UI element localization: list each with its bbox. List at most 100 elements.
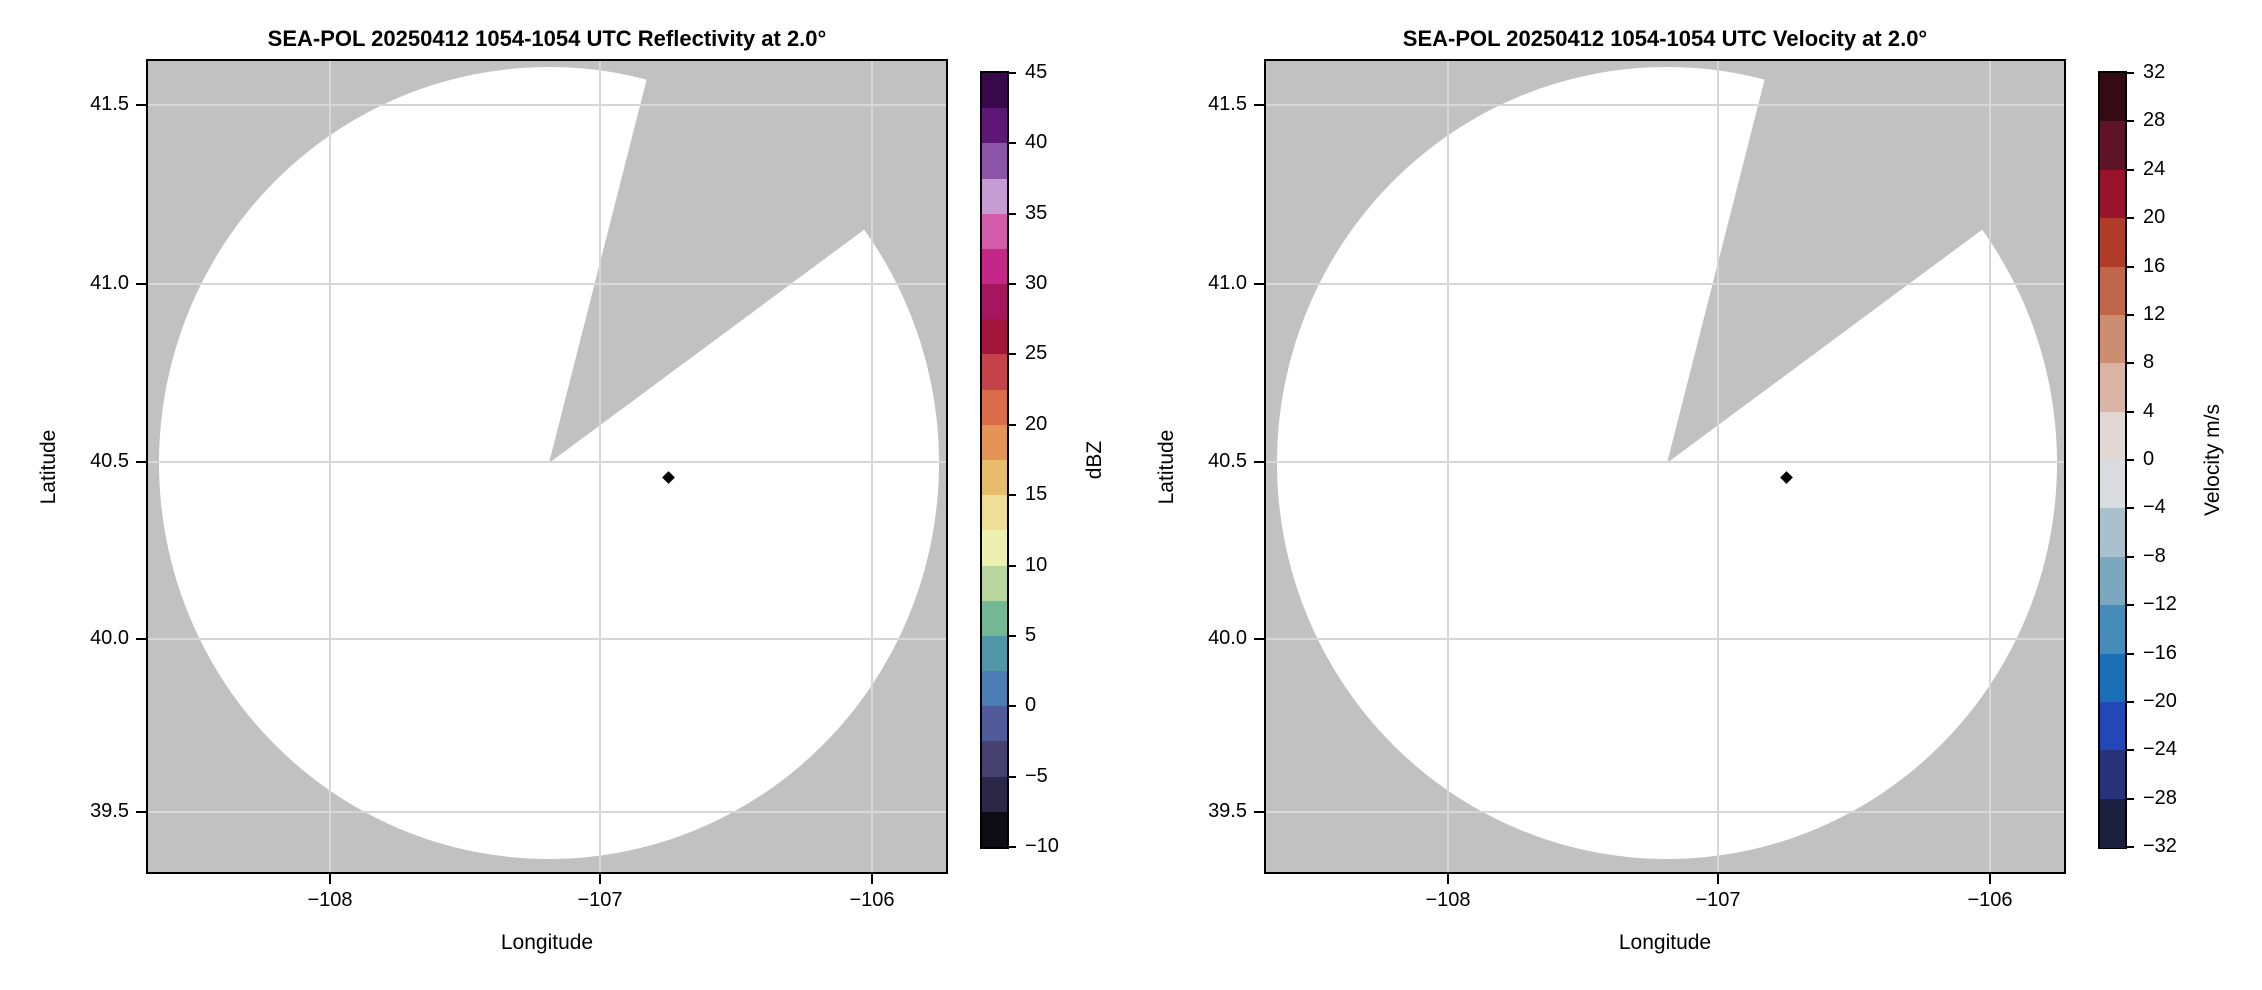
panel-reflectivity: SEA-POL 20250412 1054-1054 UTC Reflectiv… [37,26,1106,954]
colorbar-band [982,248,1007,285]
colorbar-tick [2125,72,2134,74]
colorbar-band [982,73,1007,109]
x-tick-label: −108 [307,889,353,911]
colorbar-band [982,530,1007,567]
colorbar-tick [1007,283,1016,286]
plot-title-velocity: SEA-POL 20250412 1054-1054 UTC Velocity … [1402,26,1928,51]
colorbar-tick [1007,494,1016,497]
colorbar-band [982,811,1007,848]
x-tick-label: −106 [1967,889,2013,911]
gridline-horizontal [147,638,947,640]
x-axis-tick [1717,874,1719,884]
plot-title-reflectivity: SEA-POL 20250412 1054-1054 UTC Reflectiv… [267,26,827,51]
colorbar-tick [1007,775,1016,778]
x-axis-tick [1447,874,1449,884]
colorbar-band [982,741,1007,778]
colorbar-tick-label: −28 [2143,786,2177,809]
colorbar-band [982,108,1007,144]
x-tick-label: −108 [1425,889,1471,911]
colorbar-tick [2125,362,2134,365]
gridline-horizontal [147,461,947,463]
x-tick-label: −107 [1695,889,1741,911]
colorbar-tick [2125,749,2134,752]
colorbar-band [982,600,1007,637]
colorbar-tick-label: 20 [1025,412,1048,435]
gridline-horizontal [1265,811,2065,813]
colorbar-tick [2125,846,2134,848]
colorbar-tick [1007,423,1016,426]
gridline-horizontal [1265,104,2065,106]
colorbar-tick [2125,265,2134,268]
colorbar-tick [2125,797,2134,800]
y-tick-label: 40.0 [1208,627,1247,649]
colorbar-band [2100,798,2125,848]
x-axis-tick [1989,874,1991,884]
colorbar-tick-label: 20 [2143,206,2166,229]
colorbar-tick [1007,705,1016,708]
x-tick-label: −107 [577,889,623,911]
colorbar-tick-label: 5 [1025,623,1037,646]
colorbar-band [982,776,1007,813]
colorbar-band [2100,314,2125,364]
colorbar-band [2100,121,2125,171]
colorbar-tick [1007,142,1016,145]
colorbar-tick [2125,168,2134,171]
gridline-vertical [329,60,331,873]
y-axis-tick [136,283,146,285]
x-axis-tick [329,874,331,884]
y-tick-label: 39.5 [90,800,129,822]
colorbar-band [2100,605,2125,654]
colorbar-reflectivity [980,71,1009,849]
colorbar-band [982,460,1007,496]
colorbar-tick-label: 16 [2143,254,2166,277]
gridline-horizontal [147,811,947,813]
gridline-horizontal [1265,638,2065,640]
colorbar-tick-label: 40 [1025,131,1048,154]
y-axis-tick [136,461,146,463]
colorbar-band [982,143,1007,180]
colorbar-band [2100,653,2125,703]
colorbar-tick [2125,313,2134,316]
colorbar-tick-label: −24 [2143,738,2177,761]
y-tick-label: 41.0 [1208,272,1247,294]
gridline-vertical [1447,60,1449,873]
colorbar-tick-label: 45 [1025,61,1048,83]
y-tick-label: 40.5 [1208,450,1247,472]
colorbar-unit-label: dBZ [1083,440,1106,480]
colorbar-band [2100,73,2125,122]
plot-area-reflectivity [147,60,947,873]
colorbar-tick [1007,846,1016,848]
colorbar-tick [2125,507,2134,510]
colorbar-tick [1007,212,1016,215]
colorbar-tick [1007,634,1016,637]
gridline-vertical [1717,60,1719,873]
colorbar-tick-label: −32 [2143,835,2177,857]
x-axis-label: Longitude [1618,931,1712,954]
y-axis-tick [136,104,146,106]
colorbar-tick [2125,120,2134,123]
colorbar-tick-label: 0 [1025,694,1037,717]
colorbar-tick [1007,564,1016,567]
colorbar-tick-label: 4 [2143,399,2155,422]
colorbar-band [982,389,1007,426]
colorbar-tick [2125,410,2134,413]
colorbar-tick-label: −12 [2143,593,2177,616]
colorbar-band [982,319,1007,355]
colorbar-band [982,354,1007,391]
y-axis-tick [1254,638,1264,640]
colorbar-band [982,635,1007,672]
gridline-horizontal [1265,461,2065,463]
y-tick-label: 39.5 [1208,800,1247,822]
y-tick-label: 40.5 [90,450,129,472]
x-axis-label: Longitude [500,931,594,954]
gridline-vertical [599,60,601,873]
colorbar-tick-label: 25 [1025,342,1048,365]
colorbar-tick [2125,604,2134,607]
colorbar-tick-label: −10 [1025,835,1059,857]
colorbar-tick [2125,700,2134,703]
gridline-horizontal [147,283,947,285]
colorbar-band [982,213,1007,250]
colorbar-tick-label: −8 [2143,544,2166,567]
plot-area-velocity [1265,60,2065,873]
